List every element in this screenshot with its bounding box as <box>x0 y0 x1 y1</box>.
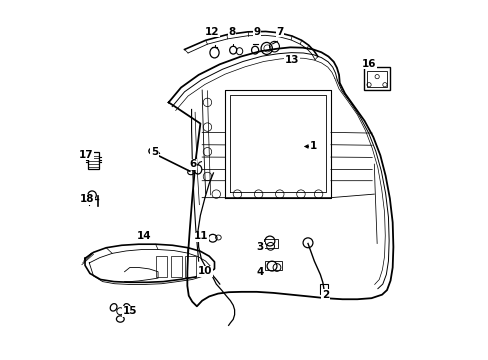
Bar <box>263 239 277 248</box>
Text: 18: 18 <box>80 194 95 204</box>
Text: 2: 2 <box>322 290 328 300</box>
Text: 9: 9 <box>253 27 260 37</box>
Bar <box>320 284 327 294</box>
Text: 10: 10 <box>197 266 212 276</box>
Text: 12: 12 <box>204 27 219 37</box>
Text: 6: 6 <box>189 159 197 169</box>
Text: 11: 11 <box>194 231 208 242</box>
Bar <box>171 256 182 277</box>
Bar <box>366 71 386 86</box>
Bar <box>264 261 281 270</box>
Text: 1: 1 <box>309 141 316 152</box>
Bar <box>185 256 195 277</box>
Text: 4: 4 <box>256 267 264 277</box>
Text: 16: 16 <box>361 59 376 68</box>
Text: 17: 17 <box>78 150 93 159</box>
Text: 14: 14 <box>136 231 151 242</box>
Bar <box>156 256 166 277</box>
Text: 15: 15 <box>122 306 137 316</box>
Text: 5: 5 <box>151 147 158 157</box>
Bar <box>363 67 389 90</box>
Text: 3: 3 <box>256 242 264 252</box>
Text: 8: 8 <box>228 27 235 37</box>
Text: 7: 7 <box>276 27 283 37</box>
Bar <box>88 152 99 169</box>
Text: 13: 13 <box>285 55 299 65</box>
